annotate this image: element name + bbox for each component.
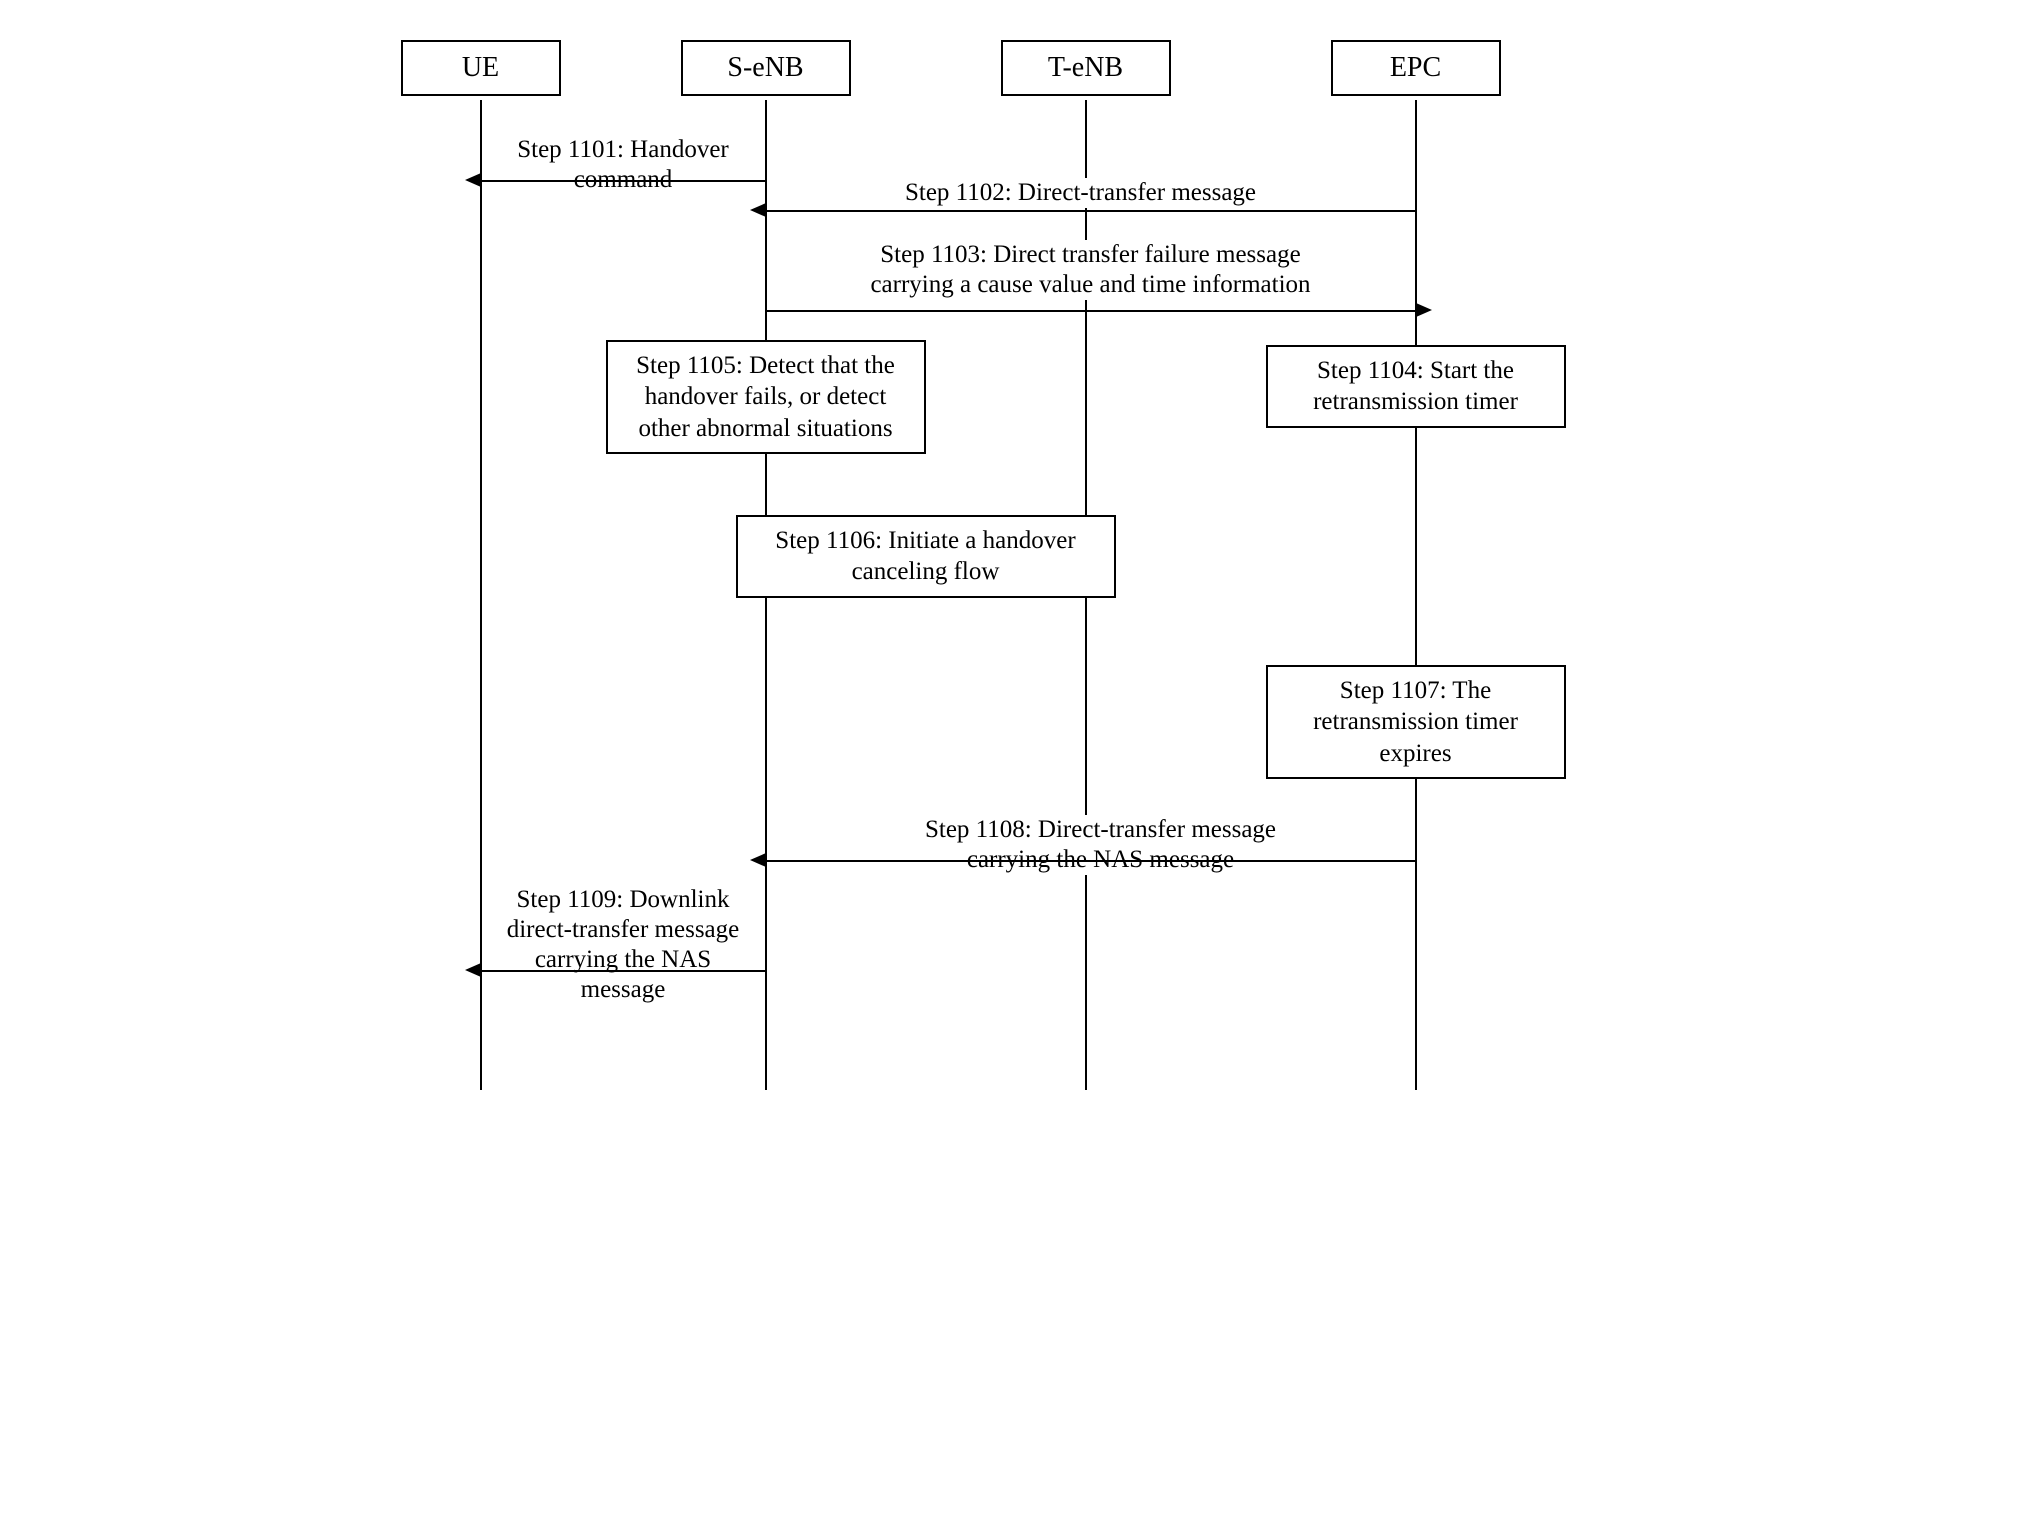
msg-1101-label: Step 1101: Handover command [491, 135, 756, 195]
box-1106: Step 1106: Initiate a handover canceling… [736, 515, 1116, 598]
lifeline-epc [1415, 100, 1417, 1090]
msg-1101-line [481, 180, 766, 182]
msg-1102-line [766, 210, 1416, 212]
msg-1109-arrow [465, 963, 481, 977]
msg-1108-label: Step 1108: Direct-transfer message carry… [841, 815, 1361, 875]
actor-senb: S-eNB [681, 40, 851, 96]
msg-1103-line [766, 310, 1416, 312]
box-1107: Step 1107: The retransmission timer expi… [1266, 665, 1566, 779]
actor-tenb-label: T-eNB [1048, 52, 1123, 83]
msg-1102-label: Step 1102: Direct-transfer message [801, 178, 1361, 208]
box-1105: Step 1105: Detect that the handover fail… [606, 340, 926, 454]
actor-senb-label: S-eNB [727, 52, 803, 83]
actor-epc-label: EPC [1390, 52, 1441, 83]
actor-ue-label: UE [462, 52, 499, 83]
actor-ue: UE [401, 40, 561, 96]
msg-1108-arrow [750, 853, 766, 867]
sequence-diagram: UE S-eNB T-eNB EPC Step 1101: Handover c… [361, 40, 1661, 1090]
box-1104: Step 1104: Start the retransmission time… [1266, 345, 1566, 428]
msg-1103-arrow [1416, 303, 1432, 317]
actor-epc: EPC [1331, 40, 1501, 96]
lifeline-ue [480, 100, 482, 1090]
actor-tenb: T-eNB [1001, 40, 1171, 96]
msg-1102-arrow [750, 203, 766, 217]
msg-1108-line [766, 860, 1416, 862]
msg-1109-label: Step 1109: Downlink direct-transfer mess… [486, 885, 761, 1005]
msg-1101-arrow [465, 173, 481, 187]
msg-1109-line [481, 970, 766, 972]
msg-1103-label: Step 1103: Direct transfer failure messa… [791, 240, 1391, 300]
